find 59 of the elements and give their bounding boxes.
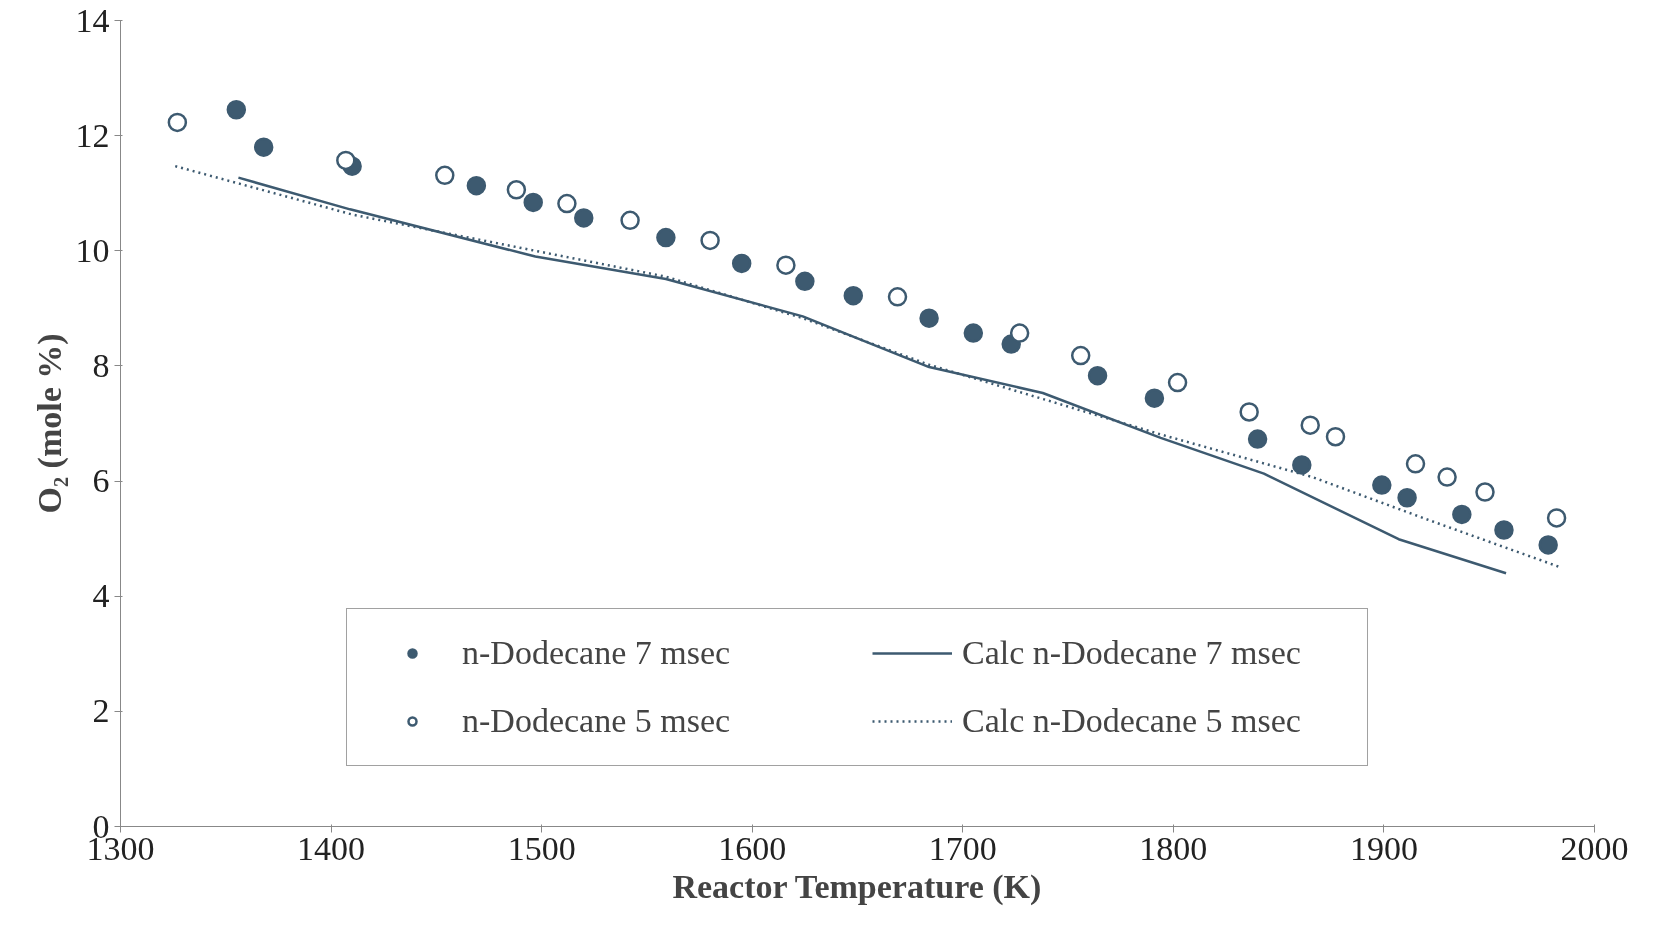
point <box>1247 429 1268 449</box>
point <box>843 285 864 306</box>
legend-label: Calc n-Dodecane 5 msec <box>962 702 1302 740</box>
y-tick-label: 10 <box>75 231 110 269</box>
point <box>1405 454 1426 474</box>
point <box>1009 323 1030 343</box>
x-tick-label: 1600 <box>718 829 787 867</box>
point <box>1292 455 1312 475</box>
y-tick-label: 14 <box>75 1 110 39</box>
point <box>731 253 752 274</box>
point <box>1144 388 1165 408</box>
point <box>574 208 594 228</box>
point <box>1372 475 1392 495</box>
y-tick-label: 4 <box>92 577 110 615</box>
y-tick-label: 6 <box>92 462 110 500</box>
legend-label: n-Dodecane 7 msec <box>462 634 732 672</box>
x-tick-label: 1800 <box>1139 829 1208 867</box>
point <box>1538 535 1558 555</box>
point <box>506 180 527 200</box>
point <box>523 192 543 213</box>
point <box>776 255 796 275</box>
point <box>1397 488 1417 508</box>
legend-label: Calc n-Dodecane 7 msec <box>962 634 1302 672</box>
y-axis-title: O₂ (mole %) <box>30 333 69 514</box>
legend-label: n-Dodecane 5 msec <box>462 702 732 740</box>
point <box>887 287 908 307</box>
point <box>1167 372 1188 393</box>
point <box>226 100 247 120</box>
y-tick-label: 12 <box>75 116 110 154</box>
x-tick-label: 1400 <box>297 829 366 867</box>
point <box>435 165 455 186</box>
point <box>336 150 356 171</box>
point <box>963 323 984 343</box>
point <box>167 112 188 133</box>
point <box>466 176 487 196</box>
point <box>795 271 815 292</box>
point <box>1475 482 1495 502</box>
point <box>557 193 577 214</box>
point <box>1452 504 1472 525</box>
point <box>1325 427 1346 447</box>
point <box>1546 508 1567 528</box>
point <box>620 210 640 231</box>
point <box>656 227 676 248</box>
x-axis-title: Reactor Temperature (K) <box>672 867 1042 906</box>
point <box>1087 365 1108 386</box>
point <box>1437 467 1457 487</box>
point <box>700 230 720 251</box>
point <box>1300 415 1320 435</box>
y-tick-label: 8 <box>92 346 110 384</box>
point <box>1070 345 1091 366</box>
point <box>253 137 274 157</box>
x-tick-label: 1700 <box>928 829 997 867</box>
x-tick-label: 1900 <box>1349 829 1418 867</box>
x-tick-label: 1500 <box>507 829 576 867</box>
point <box>1239 402 1259 422</box>
y-tick-label: 2 <box>92 692 110 730</box>
point <box>919 308 939 328</box>
x-tick-label: 2000 <box>1560 829 1629 867</box>
point <box>1494 520 1514 540</box>
